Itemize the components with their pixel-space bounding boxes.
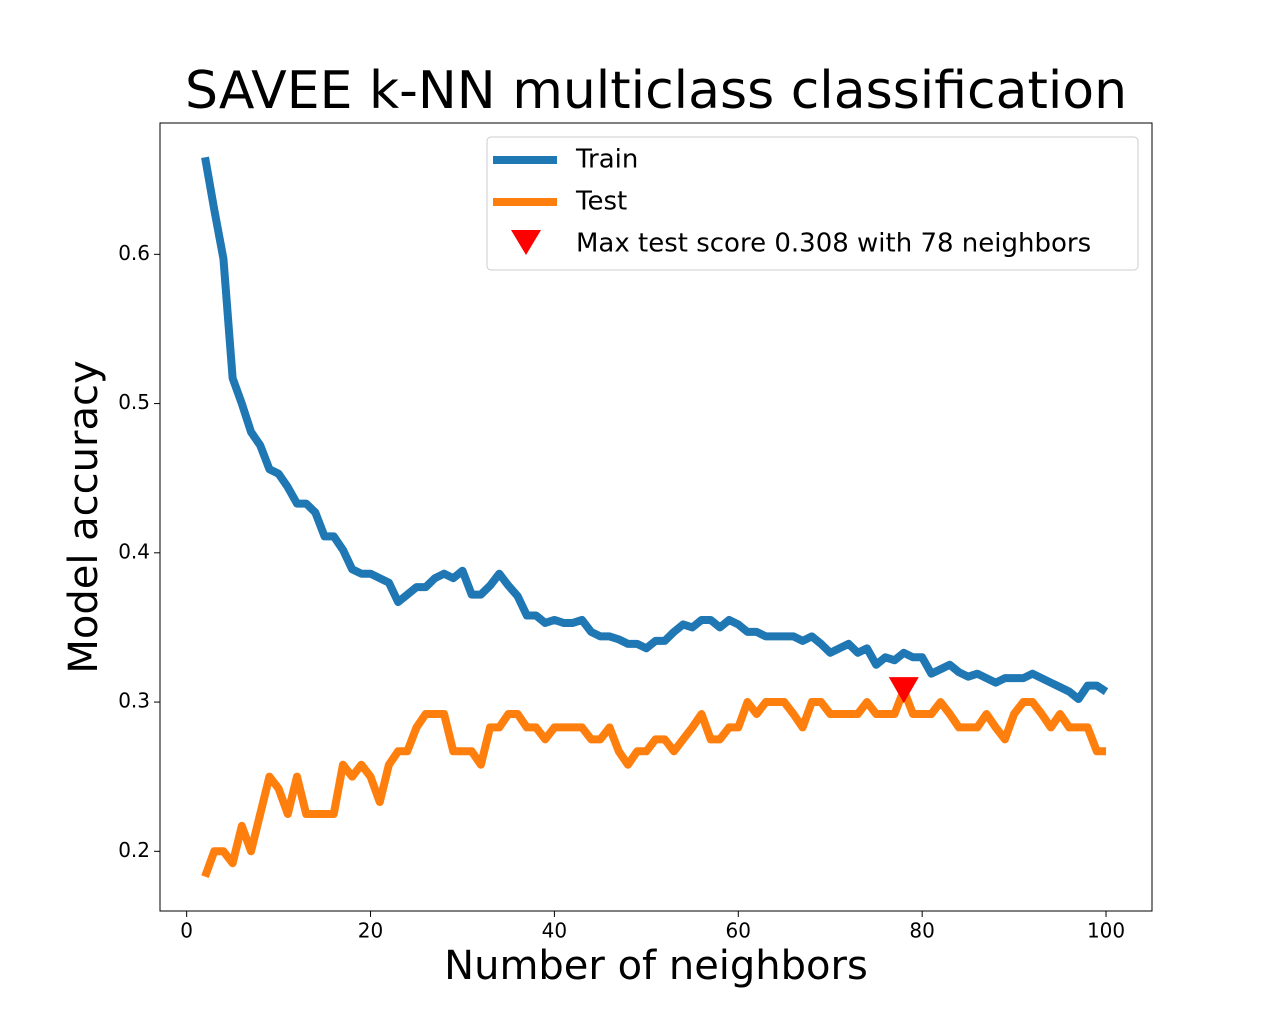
legend-swatch [511,230,541,255]
x-tick-label: 40 [542,919,567,943]
legend-label: Max test score 0.308 with 78 neighbors [576,229,1091,259]
legend-label: Train [575,145,638,175]
y-tick-label: 0.5 [118,390,150,414]
y-tick-label: 0.2 [118,838,150,862]
series-line [201,686,1107,879]
x-tick-label: 60 [726,919,751,943]
y-tick-label: 0.3 [118,689,150,713]
y-tick-label: 0.6 [118,241,150,265]
max-marker [888,677,919,704]
legend-label: Test [575,187,627,217]
chart-title: SAVEE k-NN multiclass classification [185,61,1127,121]
series-line [201,156,1109,704]
y-tick-label: 0.4 [118,539,150,563]
x-tick-label: 80 [909,919,934,943]
x-tick-label: 20 [358,919,383,943]
legend-box [486,136,1139,271]
x-tick-label: 0 [180,919,193,943]
x-axis-label: Number of neighbors [444,943,868,989]
plot-frame [159,122,1153,912]
y-axis-label: Model accuracy [61,360,107,673]
x-tick-label: 100 [1087,919,1125,943]
